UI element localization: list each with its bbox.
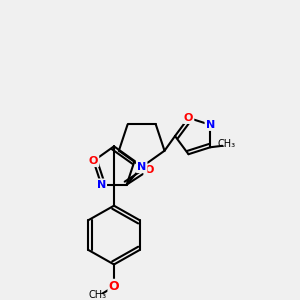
Text: CH₃: CH₃	[88, 290, 106, 300]
Text: O: O	[89, 156, 98, 166]
Text: O: O	[145, 165, 154, 175]
Text: N: N	[137, 162, 146, 172]
Text: N: N	[97, 180, 106, 190]
Text: O: O	[109, 280, 119, 293]
Text: CH₃: CH₃	[218, 139, 236, 149]
Text: O: O	[184, 113, 193, 123]
Text: N: N	[206, 120, 215, 130]
